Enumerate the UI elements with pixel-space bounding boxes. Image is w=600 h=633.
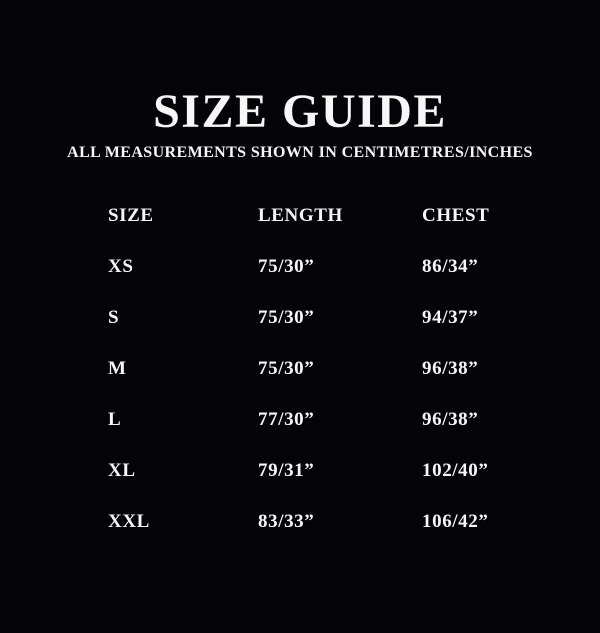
table-row-xs: XS 75/30” 86/34” — [108, 241, 580, 292]
size-label: XL — [108, 460, 136, 482]
chest-value: 94/37” — [422, 307, 479, 329]
length-value: 83/33” — [258, 511, 315, 533]
size-label: S — [108, 307, 120, 329]
table-row-xl: XL 79/31” 102/40” — [108, 445, 580, 496]
length-value: 77/30” — [258, 409, 315, 431]
length-value: 75/30” — [258, 256, 315, 278]
page-title: SIZE GUIDE — [153, 85, 447, 138]
column-header-length: LENGTH — [258, 205, 343, 227]
table-row-s: S 75/30” 94/37” — [108, 292, 580, 343]
length-value: 75/30” — [258, 307, 315, 329]
column-header-size: SIZE — [108, 205, 154, 227]
chest-value: 106/42” — [422, 511, 489, 533]
table-row-xxl: XXL 83/33” 106/42” — [108, 496, 580, 547]
page-subtitle: ALL MEASUREMENTS SHOWN IN CENTIMETRES/IN… — [67, 144, 533, 161]
size-table: SIZE LENGTH CHEST XS 75/30” 86/34” S 75/… — [0, 190, 600, 547]
size-label: L — [108, 409, 122, 431]
length-value: 79/31” — [258, 460, 315, 482]
chest-value: 96/38” — [422, 409, 479, 431]
chest-value: 86/34” — [422, 256, 479, 278]
table-header-row: SIZE LENGTH CHEST — [108, 190, 580, 241]
table-row-m: M 75/30” 96/38” — [108, 343, 580, 394]
size-label: XXL — [108, 511, 150, 533]
size-label: XS — [108, 256, 134, 278]
size-label: M — [108, 358, 127, 380]
column-header-chest: CHEST — [422, 205, 490, 227]
chest-value: 96/38” — [422, 358, 479, 380]
table-row-l: L 77/30” 96/38” — [108, 394, 580, 445]
length-value: 75/30” — [258, 358, 315, 380]
chest-value: 102/40” — [422, 460, 489, 482]
